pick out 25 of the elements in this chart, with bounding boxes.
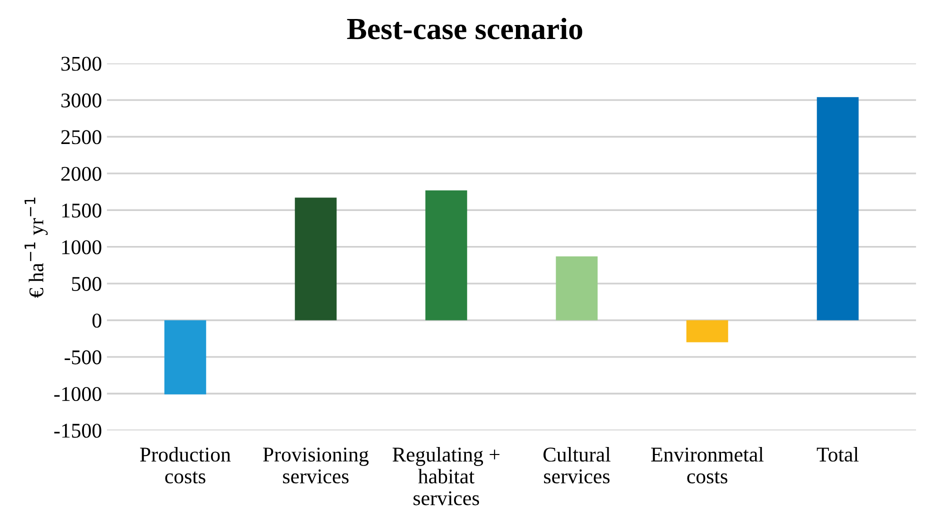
- bar: [164, 320, 206, 394]
- y-tick-label: -1000: [54, 387, 102, 402]
- chart-title: Best-case scenario: [347, 18, 582, 40]
- y-tick-label: 1500: [62, 204, 102, 218]
- bar: [686, 320, 728, 342]
- y-tick-label: 1000: [62, 240, 102, 254]
- bar: [425, 190, 468, 320]
- x-tick-label: Production costs: [140, 446, 231, 484]
- y-tick-label: 500: [72, 276, 102, 291]
- y-tick-label: 3500: [61, 56, 102, 71]
- x-tick-label: Environmetal costs: [651, 446, 764, 484]
- x-tick-label: Regulating + habitat services: [392, 446, 500, 506]
- bar: [294, 198, 337, 320]
- y-axis-title: € ha$^{−1}$ yr$^{−1}$: [24, 198, 48, 298]
- y-tick-label: -1500: [54, 424, 102, 438]
- x-tick-label: Total: [816, 446, 859, 462]
- bar: [816, 97, 859, 320]
- bar: [556, 256, 598, 320]
- y-tick-label: -500: [64, 350, 102, 364]
- y-tick-label: 2000: [61, 166, 102, 181]
- y-tick-label: 2500: [61, 130, 102, 144]
- y-tick-label: 3000: [61, 93, 102, 108]
- x-tick-label: Provisioning services: [263, 448, 369, 484]
- y-tick-label: 0: [92, 314, 102, 328]
- x-tick-label: Cultural services: [543, 446, 610, 484]
